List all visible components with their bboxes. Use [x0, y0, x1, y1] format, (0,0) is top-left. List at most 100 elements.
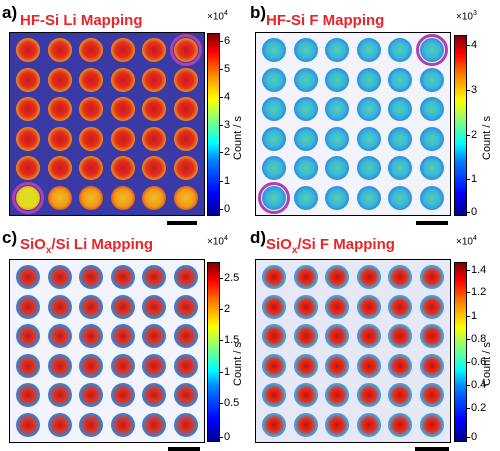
sample-spot: [16, 353, 40, 378]
sample-spot: [356, 185, 381, 210]
colorbar-tick-label: 1.4: [471, 264, 487, 276]
sample-spot: [79, 156, 103, 180]
sample-spot: [356, 67, 381, 92]
sample-spot: [388, 324, 412, 348]
sample-spot: [325, 185, 349, 210]
sample-spot: [142, 353, 166, 378]
colorbar-tick-label: 6: [224, 35, 231, 47]
highlight-ring: [258, 181, 290, 214]
sample-spot: [110, 185, 135, 210]
panel-a: a) HF-Si Li Mapping ×104 Count / s 6 5 4 3 2…: [0, 0, 250, 226]
sample-spot: [293, 97, 318, 121]
sample-spot: [262, 97, 286, 121]
sample-spot: [293, 67, 318, 92]
sample-spot: [293, 383, 318, 407]
colorbar-tick-mark: [467, 362, 470, 363]
sample-spot: [173, 97, 198, 121]
sample-spot: [388, 126, 412, 151]
colorbar-tick-label: 4: [471, 39, 478, 51]
sample-spot: [262, 38, 286, 62]
colorbar-tick-label: 1: [471, 310, 478, 322]
panel-title: HF-Si F Mapping: [266, 12, 385, 29]
colorbar-tick-label: 3: [224, 119, 231, 131]
sample-spot: [16, 156, 40, 180]
colorbar: [207, 262, 220, 442]
sample-spot: [419, 265, 444, 289]
sample-spot: [293, 412, 318, 437]
colorbar-tick-mark: [467, 90, 470, 91]
colorbar-tick-mark: [220, 69, 223, 70]
sample-spot: [142, 185, 166, 210]
panel-b: b) HF-Si F Mapping ×103 Count / s 4 3 2 1 0: [250, 0, 500, 226]
colorbar-tick-label: 1.2: [471, 286, 487, 298]
colorbar-tick-label: 0.6: [471, 356, 487, 368]
colorbar-tick-mark: [467, 437, 470, 438]
colorbar-tick-label: 0: [471, 206, 478, 218]
sample-spot: [262, 324, 286, 348]
sample-spot: [419, 294, 444, 319]
sample-spot: [142, 324, 166, 348]
sample-spot: [419, 324, 444, 348]
sample-spot: [262, 294, 286, 319]
panel-d: d) SiOx/Si F Mapping ×104 Count / s 1.4 1…: [250, 226, 500, 451]
colorbar-tick-mark: [220, 97, 223, 98]
sample-spot: [356, 156, 381, 180]
colorbar-tick-mark: [220, 372, 223, 373]
mapping-image: [255, 259, 451, 443]
sample-spot: [142, 156, 166, 180]
colorbar-tick-mark: [220, 209, 223, 210]
sample-spot: [262, 265, 286, 289]
sample-spot: [173, 185, 198, 210]
sample-spot: [47, 67, 72, 92]
sample-spot: [110, 412, 135, 437]
colorbar-tick-label: 0.4: [471, 379, 487, 391]
sample-spot: [388, 156, 412, 180]
sample-spot: [388, 67, 412, 92]
colorbar-exponent: ×104: [207, 10, 228, 23]
sample-spot: [47, 185, 72, 210]
panel-c: c) SiOx/Si Li Mapping ×104 Count / s 2.5…: [0, 226, 250, 451]
sample-spot: [325, 97, 349, 121]
panel-letter: b): [250, 3, 267, 22]
sample-spot: [173, 324, 198, 348]
colorbar-tick-label: 0: [471, 431, 478, 443]
highlight-ring: [415, 34, 448, 66]
colorbar: [454, 35, 467, 216]
colorbar-exponent: ×104: [456, 235, 477, 248]
colorbar-tick-mark: [220, 340, 223, 341]
sample-spot: [16, 126, 40, 151]
sample-spot: [356, 353, 381, 378]
sample-spot: [16, 324, 40, 348]
sample-spot: [47, 324, 72, 348]
sample-spot: [142, 265, 166, 289]
sample-spot: [356, 383, 381, 407]
colorbar-tick-label: 4: [224, 91, 231, 103]
sample-spot: [16, 97, 40, 121]
colorbar-tick-mark: [467, 408, 470, 409]
sample-spot: [325, 265, 349, 289]
sample-spot: [388, 38, 412, 62]
sample-spot: [388, 294, 412, 319]
sample-spot: [79, 67, 103, 92]
sample-spot: [419, 67, 444, 92]
sample-spot: [293, 294, 318, 319]
scale-bar: [415, 447, 449, 451]
colorbar-label: Count / s: [232, 341, 244, 386]
sample-spot: [110, 353, 135, 378]
sample-spot: [110, 324, 135, 348]
colorbar-tick-label: 5: [224, 63, 231, 75]
sample-spot: [293, 126, 318, 151]
sample-spot: [173, 156, 198, 180]
sample-spot: [262, 353, 286, 378]
sample-spot: [110, 67, 135, 92]
sample-spot: [47, 353, 72, 378]
sample-spot: [79, 126, 103, 151]
sample-spot: [16, 412, 40, 437]
sample-spot: [419, 383, 444, 407]
sample-spot: [47, 294, 72, 319]
sample-spot: [419, 353, 444, 378]
sample-spot: [388, 185, 412, 210]
sample-spot: [16, 38, 40, 62]
sample-spot: [356, 324, 381, 348]
colorbar: [207, 33, 220, 216]
